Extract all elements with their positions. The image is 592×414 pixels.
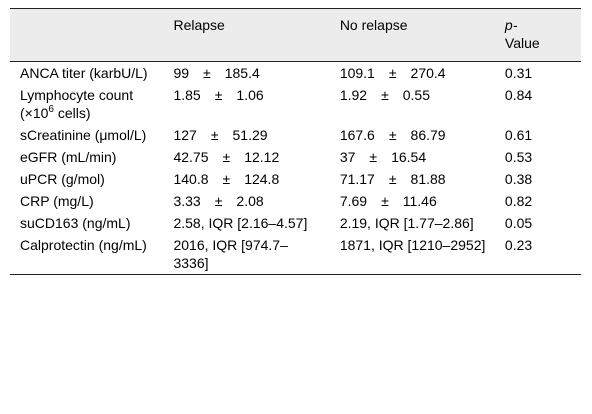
relapse-value: 2016, IQR [974.7–3336] — [173, 237, 288, 271]
relapse-mean: 1.85 — [173, 87, 201, 103]
header-row: Relapse No relapse p- Value — [10, 8, 581, 62]
no-relapse-sd: 16.54 — [391, 149, 427, 165]
relapse-value: 127 ±51.29 — [163, 124, 329, 146]
pm-sign: ± — [222, 149, 231, 165]
table-row: suCD163 (ng/mL) 2.58, IQR [2.16–4.57] 2.… — [10, 212, 581, 234]
no-relapse-value: 167.6 ±86.79 — [330, 124, 495, 146]
pm-sign: ± — [388, 171, 397, 187]
row-label: suCD163 (ng/mL) — [20, 215, 131, 231]
pm-sign: ± — [381, 193, 389, 209]
table-row: CRP (mg/L) 3.33 ±2.08 7.69 ±11.46 0.82 — [10, 190, 581, 212]
row-label-sup: 6 — [48, 104, 54, 115]
p-value: 0.84 — [504, 87, 533, 103]
pm-sign: ± — [214, 193, 223, 209]
no-relapse-sd: 86.79 — [410, 127, 446, 143]
row-label: Lymphocyte count (×106 cells) — [10, 84, 163, 124]
relapse-mean: 42.75 — [173, 149, 209, 165]
relapse-sd: 2.08 — [236, 193, 264, 209]
table-row: eGFR (mL/min) 42.75 ±12.12 37 ±16.54 0.53 — [10, 146, 581, 168]
no-relapse-sd: 270.4 — [410, 65, 446, 81]
no-relapse-value: 1.92 ±0.55 — [330, 84, 495, 124]
pm-sign: ± — [222, 171, 231, 187]
table-row: sCreatinine (μmol/L) 127 ±51.29 167.6 ±86.… — [10, 124, 581, 146]
table-row: Lymphocyte count (×106 cells) 1.85 ±1.06 … — [10, 84, 581, 124]
row-label: CRP (mg/L) — [20, 193, 94, 209]
pm-sign: ± — [214, 87, 223, 103]
relapse-mean: 127 — [173, 127, 197, 143]
no-relapse-value: 71.17 ±81.88 — [330, 168, 495, 190]
relapse-sd: 1.06 — [236, 87, 264, 103]
no-relapse-mean: 37 — [339, 149, 356, 165]
row-label: ANCA titer (karbU/L) — [20, 65, 148, 81]
table-row: ANCA titer (karbU/L) 99 ±185.4 109.1 ±270.… — [10, 62, 581, 85]
pm-sign: ± — [203, 65, 211, 81]
p-value: 0.23 — [504, 237, 533, 253]
no-relapse-mean: 109.1 — [339, 65, 375, 81]
no-relapse-sd: 11.46 — [402, 193, 437, 209]
no-relapse-value: 37 ±16.54 — [330, 146, 495, 168]
relapse-sd: 51.29 — [232, 127, 268, 143]
row-label: Calprotectin (ng/mL) — [20, 237, 147, 253]
header-relapse: Relapse — [173, 17, 225, 33]
p-value: 0.31 — [504, 65, 533, 81]
header-p-italic: p- — [504, 17, 518, 33]
pm-sign: ± — [381, 87, 389, 103]
header-variable — [10, 9, 163, 62]
p-value: 0.53 — [504, 149, 533, 165]
relapse-value: 3.33 ±2.08 — [163, 190, 329, 212]
p-value: 0.05 — [504, 215, 533, 231]
no-relapse-mean: 7.69 — [339, 193, 368, 209]
table-row: uPCR (g/mol) 140.8 ±124.8 71.17 ±81.88 0.3… — [10, 168, 581, 190]
no-relapse-value: 7.69 ±11.46 — [330, 190, 495, 212]
relapse-mean: 3.33 — [173, 193, 201, 209]
relapse-sd: 12.12 — [244, 149, 280, 165]
no-relapse-value: 2.19, IQR [1.77–2.86] — [339, 215, 474, 231]
relapse-value: 2.58, IQR [2.16–4.57] — [173, 215, 308, 231]
no-relapse-sd: 0.55 — [402, 87, 430, 103]
p-value: 0.61 — [504, 127, 533, 143]
relapse-mean: 99 — [173, 65, 190, 81]
pm-sign: ± — [210, 127, 219, 143]
pm-sign: ± — [388, 65, 397, 81]
relapse-value: 42.75 ±12.12 — [163, 146, 329, 168]
relapse-value: 99 ±185.4 — [163, 62, 329, 85]
row-label-pre: Lymphocyte count (×10 — [20, 87, 134, 121]
row-label-post: cells) — [53, 105, 91, 121]
row-label: sCreatinine (μmol/L) — [20, 127, 147, 143]
relapse-value: 1.85 ±1.06 — [163, 84, 329, 124]
relapse-sd: 185.4 — [224, 65, 260, 81]
no-relapse-mean: 167.6 — [339, 127, 375, 143]
no-relapse-value: 109.1 ±270.4 — [330, 62, 495, 85]
no-relapse-sd: 81.88 — [410, 171, 446, 187]
table-row: Calprotectin (ng/mL) 2016, IQR [974.7–33… — [10, 234, 581, 275]
relapse-value: 140.8 ±124.8 — [163, 168, 329, 190]
p-value: 0.38 — [504, 171, 533, 187]
relapse-mean: 140.8 — [173, 171, 209, 187]
row-label: uPCR (g/mol) — [20, 171, 105, 187]
header-no-relapse: No relapse — [339, 17, 408, 33]
pm-sign: ± — [369, 149, 378, 165]
header-p-value: p- Value — [495, 9, 581, 62]
results-table: Relapse No relapse p- Value ANCA titer (k… — [10, 8, 581, 275]
header-p-rest: Value — [504, 35, 540, 51]
no-relapse-mean: 71.17 — [339, 171, 375, 187]
pm-sign: ± — [388, 127, 397, 143]
row-label: eGFR (mL/min) — [20, 149, 117, 165]
no-relapse-mean: 1.92 — [339, 87, 368, 103]
p-value: 0.82 — [504, 193, 533, 209]
no-relapse-value: 1871, IQR [1210–2952] — [339, 237, 486, 253]
relapse-sd: 124.8 — [244, 171, 280, 187]
